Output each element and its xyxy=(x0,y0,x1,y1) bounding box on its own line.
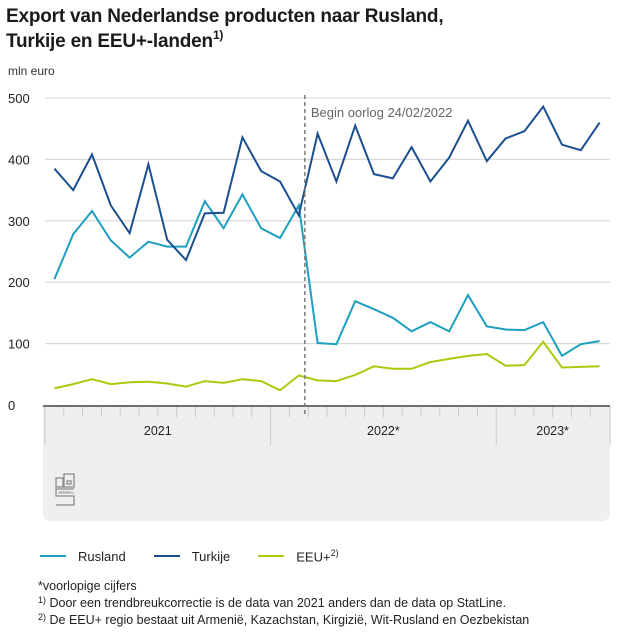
note-1: 1) Door een trendbreukcorrectie is de da… xyxy=(38,595,529,612)
y-tick-label: 500 xyxy=(8,91,30,106)
legend-item-rusland[interactable]: Rusland xyxy=(40,548,126,564)
y-axis-unit-label: mln euro xyxy=(8,64,55,78)
cbs-logo-s xyxy=(55,488,75,506)
note-2-marker: 2) xyxy=(38,612,47,622)
legend-swatch-eeu xyxy=(258,555,285,558)
cbs-logo-s-inner xyxy=(58,491,74,494)
line-chart: 0 100 200 300 400 500 2021 2022* 2023* Begin oor… xyxy=(8,91,611,521)
legend-item-turkije[interactable]: Turkije xyxy=(153,548,231,564)
note-2-text: De EEU+ regio bestaat uit Armenië, Kazac… xyxy=(46,613,530,627)
legend-swatch-rusland xyxy=(40,555,66,558)
legend-label-rusland: Rusland xyxy=(78,548,126,564)
legend: Rusland Turkije EEU+2) xyxy=(40,548,339,564)
chart-title-line2-text: Turkije en EEU+-landen xyxy=(6,31,213,52)
note-provisional: *voorlopige cijfers xyxy=(38,579,137,593)
note-2: 2) De EEU+ regio bestaat uit Armenië, Ka… xyxy=(38,612,529,629)
series-line-turkije xyxy=(53,104,601,262)
legend-label-eeu-text: EEU+ xyxy=(296,549,331,565)
cbs-logo-c xyxy=(55,477,64,488)
legend-swatch-turkije xyxy=(153,555,180,558)
footnotes: *voorlopige cijfers 1) Door een trendbre… xyxy=(38,578,529,629)
note-1-text: Door een trendbreukcorrectie is de data … xyxy=(46,596,507,610)
x-axis-panel xyxy=(43,405,610,521)
y-tick-label: 400 xyxy=(8,152,30,167)
y-tick-label: 300 xyxy=(8,214,30,229)
cbs-logo-b xyxy=(63,473,75,488)
x-year-label-2022: 2022* xyxy=(367,424,400,438)
note-1-marker: 1) xyxy=(38,595,47,605)
chart-title: Export van Nederlandse producten naar Ru… xyxy=(6,4,444,54)
chart-title-line1: Export van Nederlandse producten naar Ru… xyxy=(6,6,444,27)
y-tick-label: 100 xyxy=(8,337,30,352)
cbs-logo-b-inner xyxy=(66,480,72,485)
legend-item-eeu[interactable]: EEU+2) xyxy=(258,548,339,564)
war-start-label: Begin oorlog 24/02/2022 xyxy=(311,105,453,120)
series-line-rusland xyxy=(53,192,600,358)
chart-title-line2: Turkije en EEU+-landen1) xyxy=(6,29,443,54)
x-year-label-2023: 2023* xyxy=(536,424,569,438)
y-tick-label: 0 xyxy=(8,398,15,413)
legend-label-eeu: EEU+2) xyxy=(296,548,338,564)
series-line-eeu xyxy=(54,340,600,392)
legend-label-turkije: Turkije xyxy=(191,548,231,564)
cbs-logo xyxy=(55,473,75,506)
legend-eeu-footnote-marker: 2) xyxy=(330,548,339,558)
y-tick-label: 200 xyxy=(8,275,30,290)
x-year-label-2021: 2021 xyxy=(144,424,172,438)
title-footnote-marker: 1) xyxy=(212,28,224,42)
